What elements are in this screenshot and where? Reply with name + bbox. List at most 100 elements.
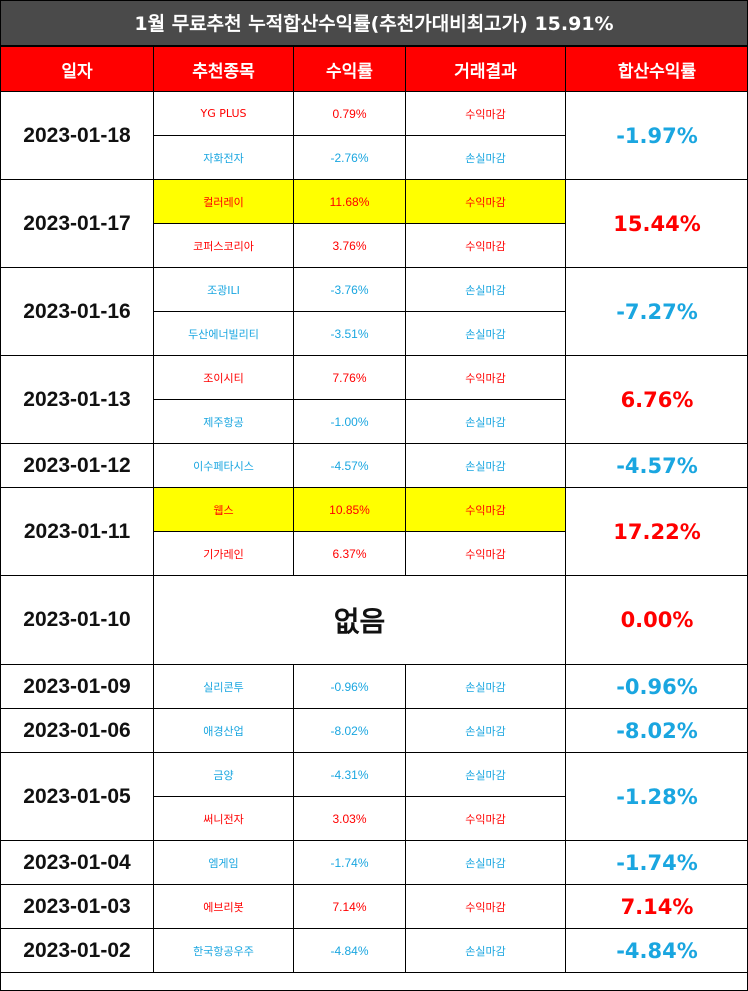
stock-name-cell: YG PLUS [153,91,294,136]
total-return-cell: 7.14% [565,884,748,929]
stock-return-cell: 7.14% [293,884,406,929]
table-body: 2023-01-18 YG PLUS 0.79% 수익마감 -1.97% 자화전자 -2.7… [0,91,748,973]
table-row: 2023-01-05 금양 -4.31% 손실마감 -1.28% [0,752,748,841]
stock-name-cell: 실리콘투 [153,664,294,709]
stock-return-cell: 3.03% [293,796,406,841]
stock-return-cell: 6.37% [293,531,406,576]
stock-name-cell: 에브리봇 [153,884,294,929]
date-cell: 2023-01-16 [0,267,154,356]
total-return-cell: -1.97% [565,91,748,180]
trade-result-cell: 손실마감 [405,135,566,180]
date-cell: 2023-01-17 [0,179,154,268]
stock-return-cell: 0.79% [293,91,406,136]
total-return-cell: 6.76% [565,355,748,444]
table-row: 2023-01-09 실리콘투 -0.96% 손실마감 -0.96% [0,664,748,709]
trade-result-cell: 수익마감 [405,884,566,929]
table-row: 2023-01-18 YG PLUS 0.79% 수익마감 -1.97% [0,91,748,180]
total-return-cell: -7.27% [565,267,748,356]
total-return-cell: 15.44% [565,179,748,268]
stock-name-cell: 금양 [153,752,294,797]
stock-name-cell: 써니전자 [153,796,294,841]
trade-result-cell: 손실마감 [405,443,566,488]
stock-name-cell: 제주항공 [153,399,294,444]
table-row: 2023-01-13 조이시티 7.76% 수익마감 6.76% [0,355,748,444]
stock-name-cell: 조광ILI [153,267,294,312]
trade-result-cell: 수익마감 [405,91,566,136]
trade-result-cell: 수익마감 [405,796,566,841]
header-return: 수익률 [293,46,406,92]
stock-return-cell: -4.57% [293,443,406,488]
table-row: 2023-01-12 이수페타시스 -4.57% 손실마감 -4.57% [0,443,748,488]
stock-return-cell: 3.76% [293,223,406,268]
stock-return-cell: 10.85% [293,487,406,532]
stock-name-cell: 한국항공우주 [153,928,294,973]
stock-return-cell: 11.68% [293,179,406,224]
table-row: 두산에너빌리티 -3.51% 손실마감 [1,311,748,356]
table-row: 2023-01-04 엠게임 -1.74% 손실마감 -1.74% [0,840,748,885]
trade-result-cell: 손실마감 [405,708,566,753]
header-row: 일자 추천종목 수익률 거래결과 합산수익률 [0,46,748,92]
stock-name-cell: 웹스 [153,487,294,532]
stock-name-cell: 기가레인 [153,531,294,576]
stock-name-cell: 엠게임 [153,840,294,885]
trade-result-cell: 수익마감 [405,487,566,532]
stock-return-cell: -8.02% [293,708,406,753]
table-row: 코퍼스코리아 3.76% 수익마감 [1,223,748,268]
stock-return-cell: -3.51% [293,311,406,356]
date-cell: 2023-01-12 [0,443,154,488]
date-cell: 2023-01-02 [0,928,154,973]
table-row: 자화전자 -2.76% 손실마감 [1,135,748,180]
date-cell: 2023-01-09 [0,664,154,709]
trade-result-cell: 손실마감 [405,267,566,312]
total-return-cell: -1.74% [565,840,748,885]
table-row: 기가레인 6.37% 수익마감 [1,531,748,576]
total-return-cell: -1.28% [565,752,748,841]
stock-name-cell: 이수페타시스 [153,443,294,488]
table-row: 2023-01-02 한국항공우주 -4.84% 손실마감 -4.84% [0,928,748,973]
stock-name-cell: 코퍼스코리아 [153,223,294,268]
date-cell: 2023-01-06 [0,708,154,753]
table-row: 써니전자 3.03% 수익마감 [1,796,748,841]
stock-return-cell: -4.84% [293,928,406,973]
header-total-return: 합산수익률 [565,46,748,92]
header-date: 일자 [0,46,154,92]
date-cell: 2023-01-04 [0,840,154,885]
date-cell: 2023-01-05 [0,752,154,841]
date-cell: 2023-01-13 [0,355,154,444]
stock-name-cell: 조이시티 [153,355,294,400]
date-cell: 2023-01-03 [0,884,154,929]
stock-return-cell: 7.76% [293,355,406,400]
date-cell: 2023-01-10 [0,575,154,665]
total-return-cell: -8.02% [565,708,748,753]
table-row: 2023-01-10 없음 0.00% [0,575,748,665]
date-cell: 2023-01-11 [0,487,154,576]
stock-return-cell: -4.31% [293,752,406,797]
table-row: 2023-01-17 컬러레이 11.68% 수익마감 15.44% [0,179,748,268]
trade-result-cell: 손실마감 [405,664,566,709]
trade-result-cell: 손실마감 [405,752,566,797]
total-return-cell: -4.57% [565,443,748,488]
table-row: 2023-01-16 조광ILI -3.76% 손실마감 -7.27% [0,267,748,356]
trade-result-cell: 수익마감 [405,223,566,268]
total-return-cell: -4.84% [565,928,748,973]
stock-return-cell: -1.74% [293,840,406,885]
page-title: 1월 무료추천 누적합산수익률(추천가대비최고가) 15.91% [0,0,748,46]
trade-result-cell: 수익마감 [405,355,566,400]
stock-return-cell: -1.00% [293,399,406,444]
stock-return-cell: -0.96% [293,664,406,709]
stock-name-cell: 컬러레이 [153,179,294,224]
header-result: 거래결과 [405,46,566,92]
table-row: 2023-01-06 애경산업 -8.02% 손실마감 -8.02% [0,708,748,753]
stock-return-cell: -3.76% [293,267,406,312]
date-cell: 2023-01-18 [0,91,154,180]
trade-result-cell: 손실마감 [405,928,566,973]
table-row: 2023-01-11 웹스 10.85% 수익마감 17.22% [0,487,748,576]
trade-result-cell: 손실마감 [405,840,566,885]
trade-result-cell: 수익마감 [405,531,566,576]
stock-name-cell: 두산에너빌리티 [153,311,294,356]
total-return-cell: -0.96% [565,664,748,709]
stock-name-cell: 자화전자 [153,135,294,180]
trade-result-cell: 손실마감 [405,399,566,444]
stock-return-cell: -2.76% [293,135,406,180]
